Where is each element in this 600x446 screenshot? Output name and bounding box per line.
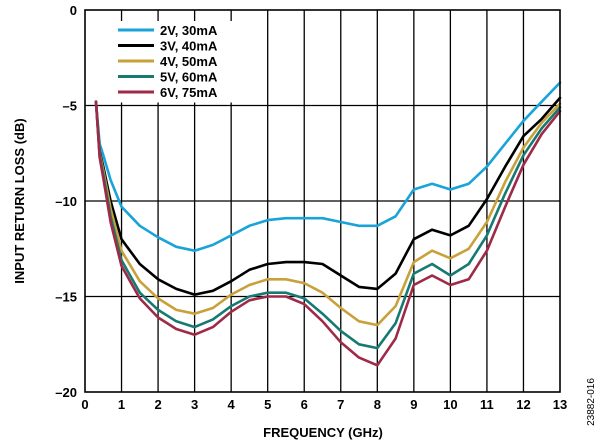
- x-tick-label: 11: [480, 397, 494, 412]
- y-tick-label: –20: [55, 385, 77, 400]
- legend-label: 3V, 40mA: [160, 39, 218, 54]
- series-line-4: [94, 100, 562, 350]
- y-tick-label: –15: [55, 290, 77, 305]
- figure-id: 23882-016: [586, 378, 597, 426]
- y-axis-title: INPUT RETURN LOSS (dB): [12, 118, 27, 283]
- series-line-5: [94, 100, 562, 367]
- x-tick-label: 9: [410, 397, 417, 412]
- legend-label: 6V, 75mA: [160, 85, 218, 100]
- y-tick-labels: 0 –5 –10 –15 –20: [55, 3, 77, 400]
- y-tick-label: 0: [70, 3, 77, 18]
- legend-label: 5V, 60mA: [160, 70, 218, 85]
- x-tick-label: 0: [81, 397, 88, 412]
- series-lines: [94, 81, 562, 367]
- series-line-2: [94, 96, 562, 296]
- x-tick-label: 4: [228, 397, 236, 412]
- plot-frame: [84, 9, 561, 393]
- x-tick-label: 3: [191, 397, 198, 412]
- x-tick-label: 13: [553, 397, 567, 412]
- x-axis-title: FREQUENCY (GHz): [263, 425, 383, 440]
- legend-label: 4V, 50mA: [160, 54, 218, 69]
- x-tick-label: 8: [374, 397, 381, 412]
- x-tick-label: 10: [443, 397, 457, 412]
- x-tick-label: 7: [337, 397, 344, 412]
- series-line-3: [94, 100, 562, 327]
- x-tick-label: 1: [118, 397, 125, 412]
- x-tick-label: 12: [516, 397, 530, 412]
- x-tick-label: 2: [154, 397, 161, 412]
- y-tick-label: –5: [63, 99, 77, 114]
- y-tick-label: –10: [55, 194, 77, 209]
- series-line-1: [94, 81, 562, 252]
- grid-lines: [85, 10, 560, 392]
- x-tick-label: 5: [264, 397, 271, 412]
- x-tick-label: 6: [301, 397, 308, 412]
- x-tick-labels: 0 1 2 3 4 5 6 7 8 9 10 11 12 13: [81, 397, 567, 412]
- legend-label: 2V, 30mA: [160, 23, 218, 38]
